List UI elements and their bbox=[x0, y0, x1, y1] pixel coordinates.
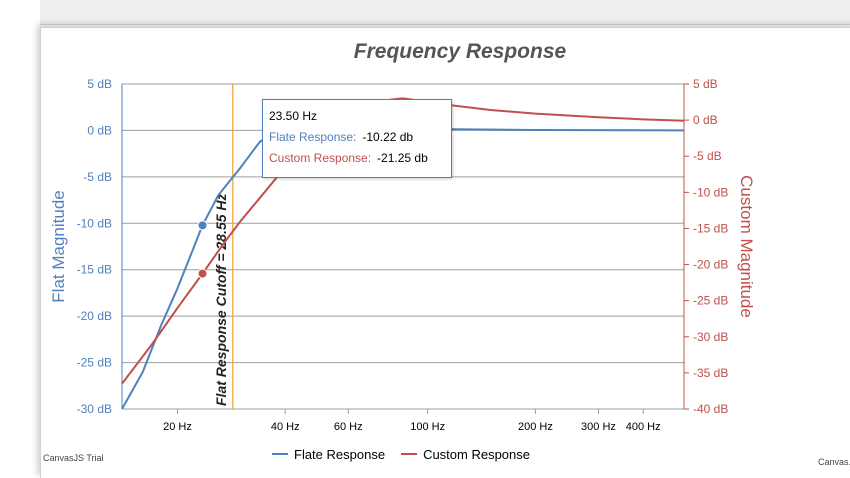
tooltip-x-value: 23.50 Hz bbox=[269, 109, 318, 123]
x-tick-label: 300 Hz bbox=[581, 421, 616, 433]
credit-right[interactable]: Canvas. bbox=[818, 457, 850, 467]
legend-label-custom: Custom Response bbox=[423, 446, 531, 462]
y-tick-label: -10 dB bbox=[77, 216, 112, 230]
legend-item-custom[interactable]: Custom Response bbox=[401, 447, 530, 462]
y2-tick-label: -20 dB bbox=[693, 258, 728, 272]
y-tick-label: -20 dB bbox=[77, 309, 112, 323]
y2-tick-label: -10 dB bbox=[693, 185, 728, 199]
x-tick-label: 60 Hz bbox=[334, 421, 363, 433]
x-tick-label: 40 Hz bbox=[271, 421, 300, 433]
legend-swatch-flat bbox=[272, 453, 288, 455]
legend-item-flat[interactable]: Flate Response bbox=[272, 447, 385, 462]
chart-tooltip: 23.50 Hz Flate Response: -10.22 db Custom… bbox=[262, 99, 452, 178]
y2-tick-label: 0 dB bbox=[693, 113, 718, 127]
y-tick-label: -15 dB bbox=[77, 263, 112, 277]
y2-tick-label: -5 dB bbox=[693, 149, 722, 163]
y2-tick-label: -35 dB bbox=[693, 366, 728, 380]
y-tick-label: 0 dB bbox=[87, 123, 112, 137]
y-tick-label: -5 dB bbox=[83, 170, 112, 184]
y2-tick-label: -25 dB bbox=[693, 294, 728, 308]
y2-tick-label: -30 dB bbox=[693, 330, 728, 344]
tooltip-flat-label: Flate Response: bbox=[269, 130, 357, 144]
chart-title: Frequency Response bbox=[353, 40, 567, 63]
y2-axis-title: Custom Magnitude bbox=[737, 175, 756, 318]
y-tick-label: -25 dB bbox=[77, 356, 112, 370]
tooltip-flat-value: -10.22 db bbox=[362, 130, 414, 144]
x-tick-label: 400 Hz bbox=[626, 421, 661, 433]
cutoff-label: Flat Response Cutoff = 28.55 Hz bbox=[213, 193, 229, 406]
y2-tick-label: -15 dB bbox=[693, 221, 728, 235]
legend-label-flat: Flate Response bbox=[294, 446, 386, 462]
y-tick-label: 5 dB bbox=[87, 77, 112, 91]
credit-left[interactable]: CanvasJS Trial bbox=[43, 453, 104, 463]
tooltip-custom-label: Custom Response: bbox=[269, 151, 372, 165]
marker-flat bbox=[197, 220, 208, 231]
marker-custom bbox=[197, 268, 208, 279]
y-axis-title: Flat Magnitude bbox=[49, 190, 68, 302]
x-tick-label: 200 Hz bbox=[518, 421, 553, 433]
chart-legend: Flate Response Custom Response bbox=[272, 444, 546, 464]
tooltip-custom-value: -21.25 db bbox=[377, 151, 428, 165]
legend-swatch-custom bbox=[401, 453, 418, 455]
y-tick-label: -30 dB bbox=[77, 402, 112, 416]
x-tick-label: 100 Hz bbox=[410, 421, 445, 433]
y2-tick-label: 5 dB bbox=[693, 77, 718, 91]
background-window-strip bbox=[40, 0, 850, 25]
x-tick-label: 20 Hz bbox=[163, 421, 192, 433]
y2-tick-label: -40 dB bbox=[693, 402, 728, 416]
